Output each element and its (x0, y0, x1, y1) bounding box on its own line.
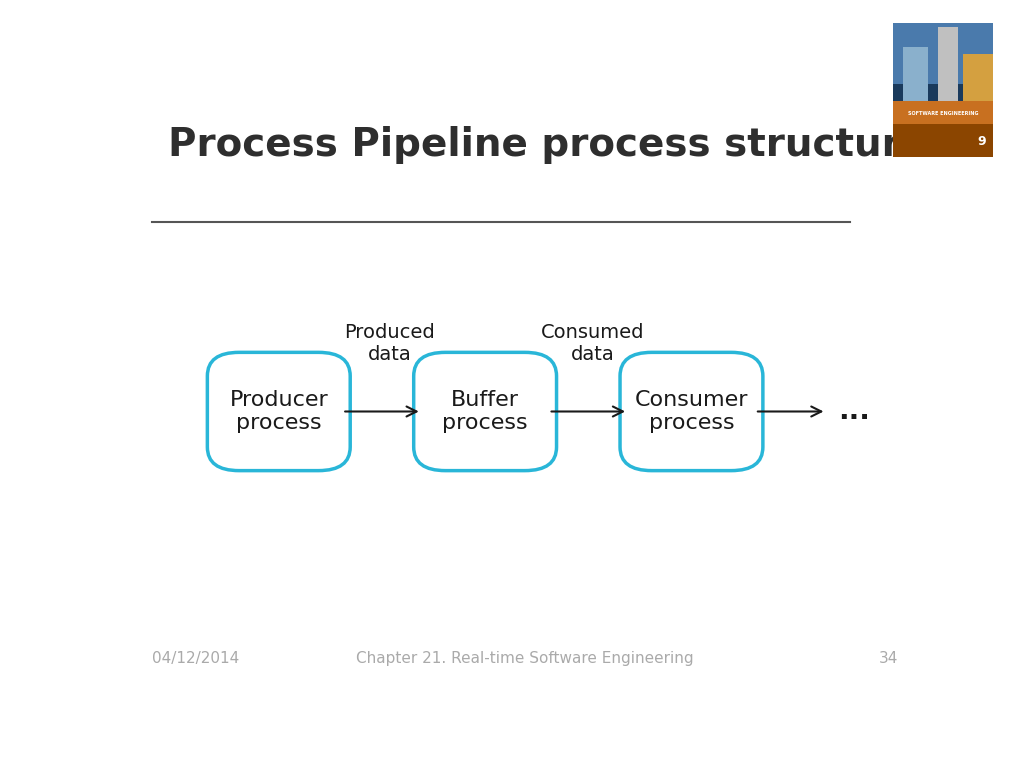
FancyBboxPatch shape (620, 353, 763, 471)
Text: Process Pipeline process structure: Process Pipeline process structure (168, 127, 927, 164)
Text: Producer
process: Producer process (229, 390, 328, 433)
Bar (893, 23, 993, 101)
FancyBboxPatch shape (207, 353, 350, 471)
Text: Consumed
data: Consumed data (541, 323, 644, 364)
Bar (893, 124, 993, 157)
FancyBboxPatch shape (414, 353, 557, 471)
Text: Produced
data: Produced data (344, 323, 435, 364)
Bar (964, 54, 993, 101)
Text: 34: 34 (879, 650, 898, 666)
Text: ...: ... (839, 398, 870, 425)
Text: 04/12/2014: 04/12/2014 (152, 650, 239, 666)
Bar (903, 48, 928, 101)
Bar (893, 101, 993, 157)
Text: Buffer
process: Buffer process (442, 390, 528, 433)
Bar (938, 27, 958, 101)
Text: Chapter 21. Real-time Software Engineering: Chapter 21. Real-time Software Engineeri… (356, 650, 693, 666)
Text: 9: 9 (977, 135, 985, 147)
Text: SOFTWARE ENGINEERING: SOFTWARE ENGINEERING (908, 111, 978, 116)
Bar (893, 23, 993, 84)
Text: Consumer
process: Consumer process (635, 390, 749, 433)
